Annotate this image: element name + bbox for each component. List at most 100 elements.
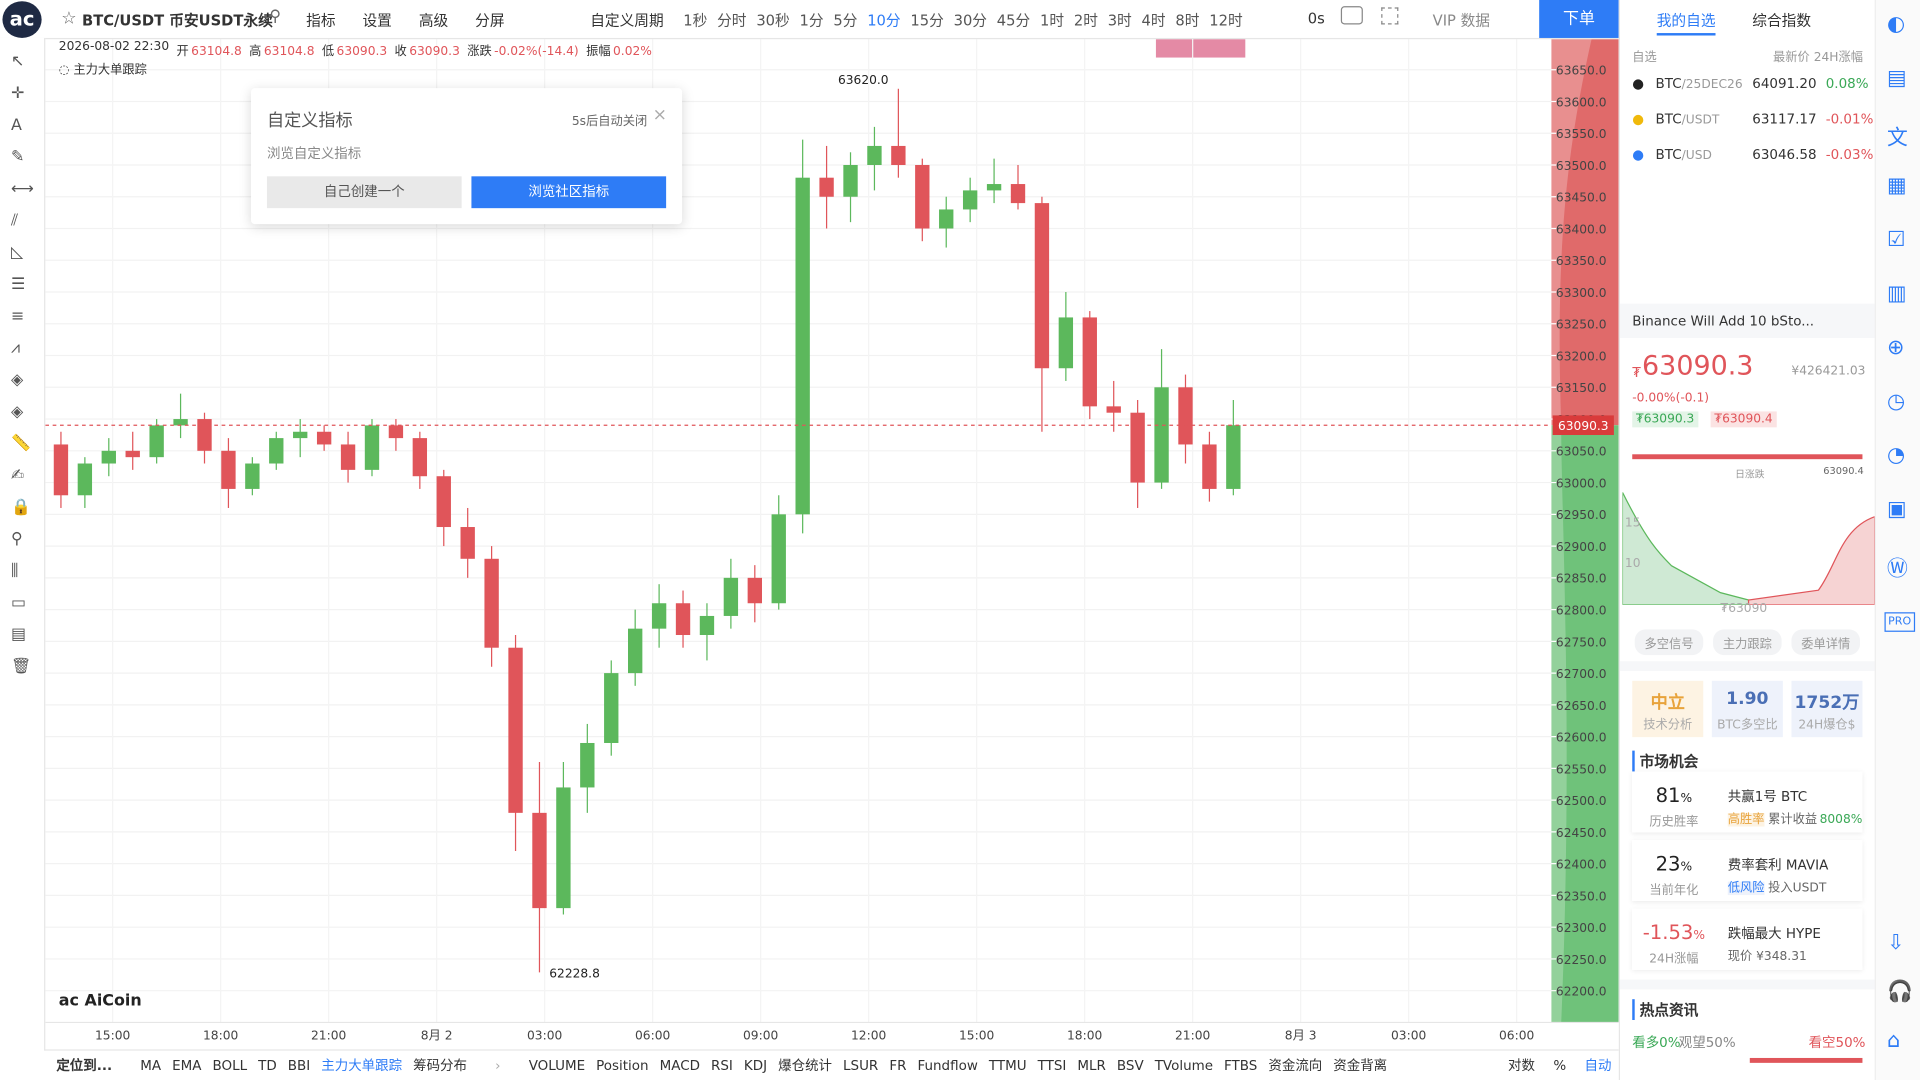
period[interactable]: 3时 <box>1107 12 1132 30</box>
indicator[interactable]: MACD <box>659 1057 700 1074</box>
period[interactable]: 45分 <box>996 12 1031 30</box>
logo[interactable]: ac <box>2 1 42 38</box>
news[interactable]: Binance Will Add 10 bSto... <box>1632 313 1815 330</box>
indicator[interactable]: FR <box>889 1057 907 1074</box>
custom-period[interactable]: 自定义周期 <box>590 12 664 30</box>
rail-icon[interactable]: ▥ <box>1886 281 1907 307</box>
indicator[interactable]: BSV <box>1116 1057 1144 1074</box>
menu-item[interactable]: 指标 <box>306 12 336 30</box>
period[interactable]: 分时 <box>717 12 747 30</box>
search-icon[interactable]: ⚲ <box>269 7 282 26</box>
indicator[interactable]: TTMU <box>988 1057 1027 1074</box>
tool-icon[interactable]: ≡ <box>11 307 25 326</box>
period[interactable]: 5分 <box>833 12 858 30</box>
tool-icon[interactable]: ◈ <box>11 402 24 422</box>
opp-title[interactable]: 共赢1号 BTC <box>1727 788 1808 805</box>
indicator[interactable]: BBI <box>287 1057 311 1074</box>
period[interactable]: 10分 <box>867 12 901 30</box>
tool-icon[interactable]: ◈ <box>11 371 24 390</box>
tool-icon[interactable]: 🗑 <box>11 657 32 676</box>
tool-icon[interactable]: ⚲ <box>11 530 23 549</box>
tool-icon[interactable]: ◺ <box>11 243 24 263</box>
list-label[interactable]: 自选 <box>1632 51 1657 65</box>
popup-close[interactable]: × <box>652 105 668 125</box>
indicator[interactable]: TVolume <box>1154 1057 1214 1074</box>
tool-icon[interactable]: ☰ <box>11 275 26 294</box>
order-button[interactable]: 下单 <box>1539 0 1619 38</box>
indicator[interactable]: Fundflow <box>917 1057 978 1074</box>
period[interactable]: 1秒 <box>683 12 708 30</box>
indicator[interactable]: Position <box>596 1057 649 1074</box>
tool-icon[interactable]: ✛ <box>11 84 25 103</box>
indicator[interactable]: MA <box>140 1057 162 1074</box>
sub-tab[interactable]: 多空信号 <box>1634 629 1704 656</box>
period[interactable]: 1分 <box>799 12 824 30</box>
rail-icon[interactable]: ⇩ <box>1886 930 1905 956</box>
watch-pair[interactable]: BTC/USD <box>1656 147 1712 163</box>
watch-pair[interactable]: BTC/25DEC26 <box>1656 76 1743 92</box>
period[interactable]: 2时 <box>1073 12 1098 30</box>
tool-icon[interactable]: ▤ <box>11 625 27 645</box>
side-tab[interactable]: 综合指数 <box>1752 12 1812 30</box>
indicator[interactable]: 资金流向 <box>1268 1057 1323 1074</box>
axis-option[interactable]: % <box>1553 1057 1567 1074</box>
camera-icon[interactable] <box>1340 6 1363 25</box>
tool-icon[interactable]: ⩘ <box>11 339 21 358</box>
indicator[interactable]: RSI <box>711 1057 733 1074</box>
sub-tab[interactable]: 主力跟踪 <box>1713 629 1782 656</box>
rail-icon[interactable]: ◷ <box>1886 389 1906 414</box>
locate[interactable]: 定位到... <box>56 1057 113 1074</box>
menu-item[interactable]: 分屏 <box>475 12 505 30</box>
tool-icon[interactable]: ✎ <box>11 148 25 167</box>
menu-item[interactable]: 高级 <box>418 12 449 30</box>
rail-icon[interactable]: ▤ <box>1886 66 1907 91</box>
indicator[interactable]: VOLUME <box>528 1057 586 1074</box>
axis-option[interactable]: 对数 <box>1508 1057 1535 1074</box>
period[interactable]: 30分 <box>953 12 988 30</box>
opp-title[interactable]: 费率套利 MAVIA <box>1727 857 1829 874</box>
tool-icon[interactable]: 🔒 <box>11 498 31 517</box>
rail-icon[interactable]: ⊕ <box>1886 335 1905 361</box>
indicator[interactable]: TD <box>258 1057 277 1074</box>
tool-icon[interactable]: 📏 <box>11 434 31 454</box>
star-icon[interactable]: ☆ <box>61 8 77 29</box>
opp-title[interactable]: 跌幅最大 HYPE <box>1727 925 1821 942</box>
sub-tab[interactable]: 委单详情 <box>1791 629 1861 656</box>
indicator[interactable]: MLR <box>1077 1057 1106 1074</box>
period[interactable]: 15分 <box>910 12 944 30</box>
indicator[interactable]: FTBS <box>1224 1057 1258 1074</box>
vip[interactable]: VIP 数据 <box>1432 12 1490 30</box>
rail-icon[interactable]: ▣ <box>1886 497 1907 522</box>
watch-pair[interactable]: BTC/USDT <box>1656 111 1720 127</box>
rail-icon[interactable]: Ⓦ <box>1886 557 1908 582</box>
side-tab[interactable]: 我的自选 <box>1656 12 1716 30</box>
indicator[interactable]: 爆仓统计 <box>778 1057 833 1074</box>
period[interactable]: 30秒 <box>756 12 790 30</box>
indicator[interactable]: 主力大单跟踪 <box>321 1057 403 1074</box>
indicator[interactable]: LSUR <box>843 1057 879 1074</box>
indicator[interactable]: EMA <box>172 1057 202 1074</box>
period[interactable]: 12时 <box>1209 12 1243 30</box>
period[interactable]: 4时 <box>1141 12 1166 30</box>
tool-icon[interactable]: ▭ <box>11 593 27 613</box>
rail-icon[interactable]: ⽂ <box>1886 126 1908 151</box>
tool-icon[interactable]: ✍ <box>11 466 25 485</box>
rail-pro[interactable]: PRO <box>1884 612 1915 632</box>
tool-icon[interactable]: ⫼ <box>11 562 19 581</box>
rail-icon[interactable]: ◔ <box>1886 443 1906 468</box>
popup-button[interactable]: 自己创建一个 <box>266 176 462 209</box>
rail-icon[interactable]: ▦ <box>1886 173 1907 199</box>
symbol[interactable]: BTC/USDT 币安USDT永续 <box>82 12 273 30</box>
tool-icon[interactable]: ↖ <box>11 52 25 72</box>
indicator[interactable]: KDJ <box>743 1057 768 1074</box>
tool-icon[interactable]: ⟷ <box>11 180 34 199</box>
fullscreen-icon[interactable] <box>1381 7 1399 25</box>
tool-icon[interactable]: A <box>11 116 22 135</box>
indicator[interactable]: 资金背离 <box>1333 1057 1388 1074</box>
period[interactable]: 1时 <box>1040 12 1065 30</box>
menu-item[interactable]: 设置 <box>362 12 392 30</box>
rail-icon[interactable]: ☑ <box>1886 227 1906 253</box>
period[interactable]: 8时 <box>1175 12 1200 30</box>
indicator[interactable]: BOLL <box>212 1057 248 1074</box>
rail-icon[interactable]: ◐ <box>1886 12 1906 37</box>
